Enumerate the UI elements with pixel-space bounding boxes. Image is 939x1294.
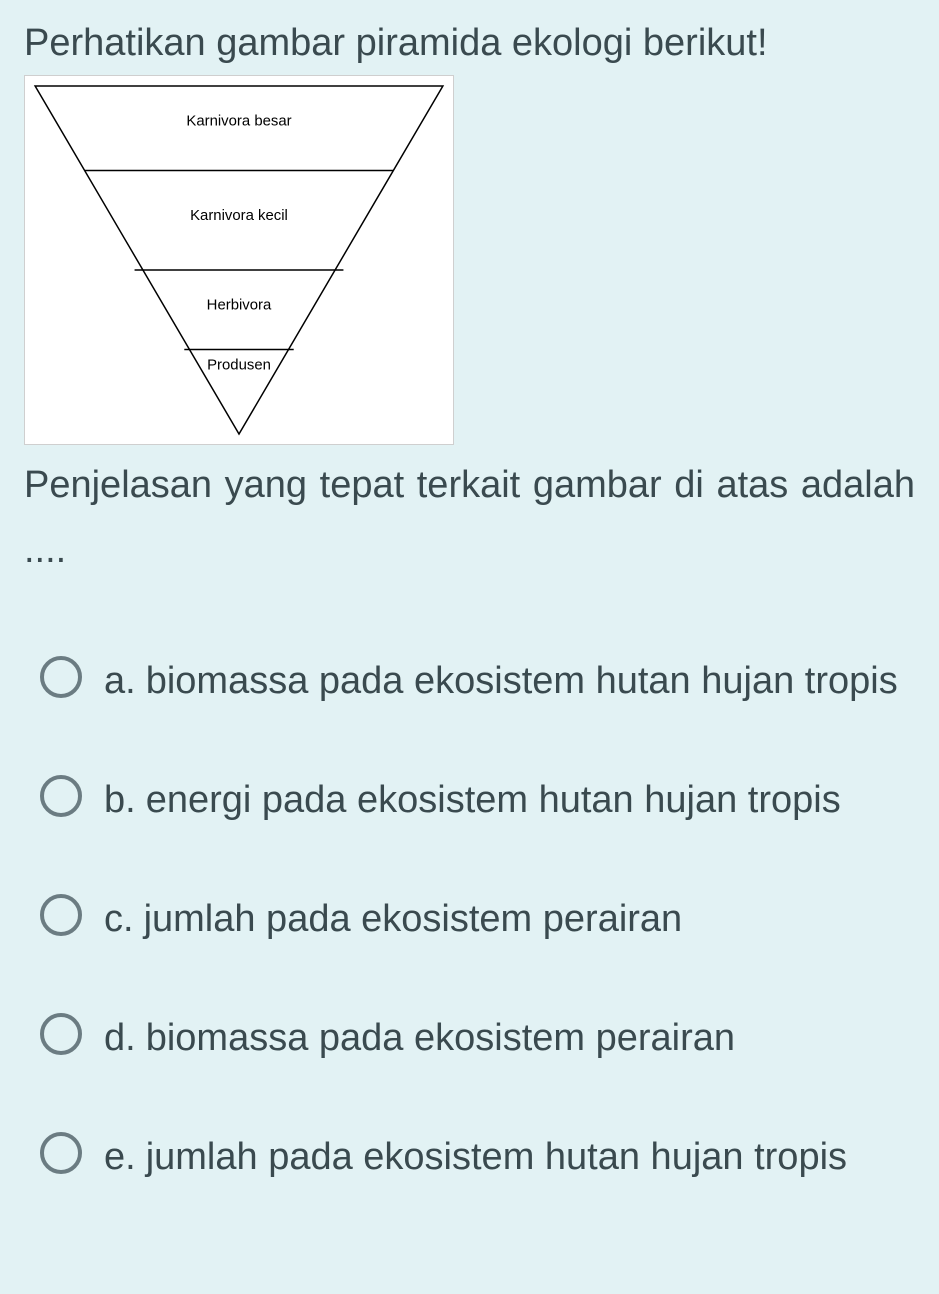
option-text-wrap: d. biomassa pada ekosistem perairan: [104, 1009, 735, 1068]
option-body: biomassa pada ekosistem hutan hujan trop…: [146, 652, 898, 711]
option-text-wrap: c. jumlah pada ekosistem perairan: [104, 890, 682, 949]
option-body: jumlah pada ekosistem perairan: [144, 890, 683, 949]
option-body: energi pada ekosistem hutan hujan tropis: [146, 771, 841, 830]
option-letter: d.: [104, 1009, 136, 1068]
option-c[interactable]: c. jumlah pada ekosistem perairan: [40, 890, 915, 949]
option-d[interactable]: d. biomassa pada ekosistem perairan: [40, 1009, 915, 1068]
radio-icon[interactable]: [40, 1132, 82, 1174]
pyramid-label-0: Karnivora besar: [186, 114, 291, 130]
option-text-wrap: b. energi pada ekosistem hutan hujan tro…: [104, 771, 841, 830]
pyramid-label-1: Karnivora kecil: [190, 209, 288, 225]
option-body: biomassa pada ekosistem perairan: [146, 1009, 735, 1068]
radio-icon[interactable]: [40, 1013, 82, 1055]
radio-icon[interactable]: [40, 656, 82, 698]
option-body: jumlah pada ekosistem hutan hujan tropis: [146, 1128, 847, 1187]
option-letter: a.: [104, 652, 136, 711]
option-e[interactable]: e. jumlah pada ekosistem hutan hujan tro…: [40, 1128, 915, 1187]
option-letter: c.: [104, 890, 134, 949]
question-prompt: Penjelasan yang tepat terkait gambar di …: [24, 453, 915, 582]
option-letter: b.: [104, 771, 136, 830]
options-list: a. biomassa pada ekosistem hutan hujan t…: [24, 652, 915, 1186]
pyramid-label-2: Herbivora: [207, 298, 272, 314]
ecology-pyramid-diagram: Karnivora besar Karnivora kecil Herbivor…: [24, 75, 454, 445]
option-text-wrap: a. biomassa pada ekosistem hutan hujan t…: [104, 652, 898, 711]
quiz-page: Perhatikan gambar piramida ekologi berik…: [0, 0, 939, 1287]
pyramid-outline: [35, 86, 443, 434]
option-text-wrap: e. jumlah pada ekosistem hutan hujan tro…: [104, 1128, 847, 1187]
question-intro: Perhatikan gambar piramida ekologi berik…: [24, 18, 915, 69]
radio-icon[interactable]: [40, 775, 82, 817]
radio-icon[interactable]: [40, 894, 82, 936]
option-b[interactable]: b. energi pada ekosistem hutan hujan tro…: [40, 771, 915, 830]
pyramid-label-3: Produsen: [207, 358, 271, 374]
option-letter: e.: [104, 1128, 136, 1187]
option-a[interactable]: a. biomassa pada ekosistem hutan hujan t…: [40, 652, 915, 711]
